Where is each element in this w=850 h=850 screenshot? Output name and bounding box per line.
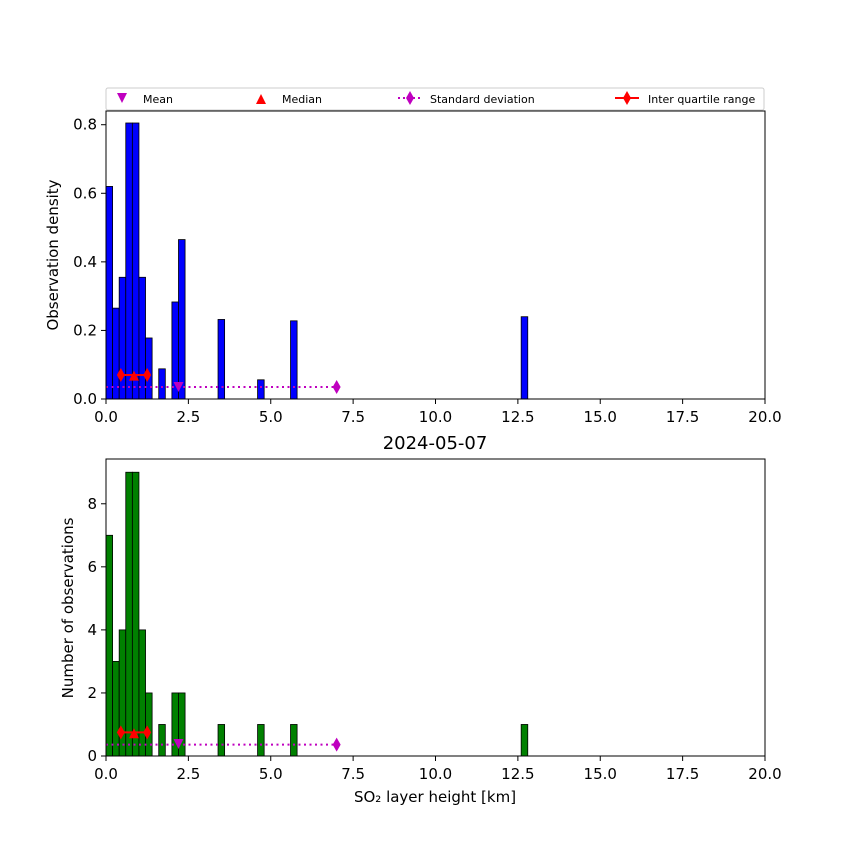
- y-tick-label: 6: [87, 558, 97, 576]
- y-tick-label: 0.4: [73, 253, 97, 271]
- histogram-bar: [131, 471, 140, 757]
- x-tick-label: 15.0: [584, 765, 617, 783]
- x-tick-label: 0.0: [94, 765, 118, 783]
- histogram-bar: [125, 122, 133, 400]
- histogram-bar: [257, 724, 265, 757]
- x-tick-label: 10.0: [419, 408, 452, 426]
- x-tick-label: 12.5: [501, 765, 534, 783]
- histogram-bar: [112, 307, 120, 400]
- bottom-ylabel: Number of observations: [59, 517, 77, 698]
- std-diamond-icon: [406, 91, 414, 105]
- count-histogram-panel: 0.0 2.5 5.0 7.5 10.0 12.5 15.0 17.5 20.0 0 2 4 6 8: [87, 458, 782, 783]
- histogram-bar: [105, 186, 113, 400]
- x-tick-label: 10.0: [419, 765, 452, 783]
- histogram-bar: [158, 368, 166, 400]
- x-tick-label: 5.0: [259, 408, 283, 426]
- histogram-bar: [257, 379, 265, 400]
- legend-box: [105, 87, 765, 111]
- x-tick-label: 20.0: [748, 765, 781, 783]
- histogram-bar: [178, 239, 186, 400]
- x-tick-label: 2.5: [176, 408, 200, 426]
- iqr-diamond-marker: [143, 725, 152, 740]
- legend-mean-label: Mean: [143, 93, 173, 106]
- mean-marker: [173, 382, 184, 392]
- density-histogram-panel: 0.0 2.5 5.0 7.5 10.0 12.5 15.0 17.5 20.00.00.20.…: [73, 110, 782, 426]
- x-tick-label: 7.5: [341, 765, 365, 783]
- legend-std-label: Standard deviation: [430, 93, 535, 106]
- y-axis-ticks: 0 2 4 6 8: [87, 495, 106, 765]
- histogram-bar: [138, 629, 146, 757]
- histogram-bar: [217, 724, 226, 757]
- legend-median-label: Median: [282, 93, 322, 106]
- mean-triangle-down-icon: [117, 93, 127, 103]
- x-tick-label: 0.0: [94, 408, 118, 426]
- bottom-title: 2024-05-07: [383, 433, 488, 454]
- legend-iqr-label: Inter quartile range: [648, 93, 755, 106]
- x-axis-ticks: 0.0 2.5 5.0 7.5 10.0 12.5 15.0 17.5 20.0: [94, 399, 782, 426]
- histogram-bar: [138, 276, 146, 400]
- x-axis-ticks: 0.0 2.5 5.0 7.5 10.0 12.5 15.0 17.5 20.0: [94, 756, 782, 783]
- x-tick-label: 12.5: [501, 408, 534, 426]
- bottom-xlabel: SO₂ layer height [km]: [354, 788, 516, 806]
- histogram-bar: [520, 724, 529, 757]
- x-tick-label: 2.5: [176, 765, 200, 783]
- y-tick-label: 0.6: [73, 184, 97, 202]
- y-tick-label: 8: [87, 495, 97, 513]
- histogram-bar: [131, 122, 140, 400]
- y-tick-label: 0.8: [73, 116, 97, 134]
- histogram-bar: [125, 471, 133, 757]
- iqr-diamond-marker: [116, 368, 125, 382]
- iqr-diamond-marker: [143, 368, 152, 382]
- x-tick-label: 5.0: [259, 765, 283, 783]
- iqr-diamond-icon: [623, 91, 631, 105]
- y-tick-label: 2: [87, 684, 97, 702]
- histogram-bar: [145, 692, 153, 757]
- x-tick-label: 17.5: [666, 765, 699, 783]
- iqr-diamond-marker: [116, 725, 125, 740]
- legend-std-marker: [398, 91, 422, 105]
- statistics-overlay: [106, 368, 341, 394]
- histogram-bar: [145, 337, 153, 400]
- histogram-bar: [520, 316, 529, 400]
- y-axis-ticks: 0.0 0.2 0.4 0.6 0.8: [73, 116, 106, 408]
- top-ylabel: Observation density: [44, 179, 62, 330]
- std-diamond-marker: [332, 737, 341, 752]
- histogram-bar: [217, 319, 226, 400]
- x-tick-label: 20.0: [748, 408, 781, 426]
- x-tick-label: 7.5: [341, 408, 365, 426]
- statistics-overlay: [106, 725, 341, 752]
- median-triangle-up-icon: [256, 94, 266, 104]
- x-tick-label: 15.0: [584, 408, 617, 426]
- legend-median-marker: [256, 94, 266, 104]
- x-tick-label: 17.5: [666, 408, 699, 426]
- histogram-bar: [112, 661, 120, 757]
- mean-marker: [173, 739, 184, 750]
- legend: Mean Median Standard deviation Inter qua…: [105, 87, 765, 111]
- median-marker: [129, 370, 140, 381]
- y-tick-label: 0: [87, 747, 97, 765]
- std-diamond-marker: [332, 380, 341, 394]
- y-tick-label: 0.2: [73, 321, 97, 339]
- y-tick-label: 0.0: [73, 390, 97, 408]
- median-marker: [129, 728, 140, 739]
- histogram-bar: [158, 724, 166, 757]
- legend-iqr-marker: [615, 91, 639, 105]
- histogram-bar: [105, 534, 113, 757]
- y-tick-label: 4: [87, 621, 97, 639]
- histogram-bar: [290, 724, 298, 757]
- legend-mean-marker: [117, 93, 127, 103]
